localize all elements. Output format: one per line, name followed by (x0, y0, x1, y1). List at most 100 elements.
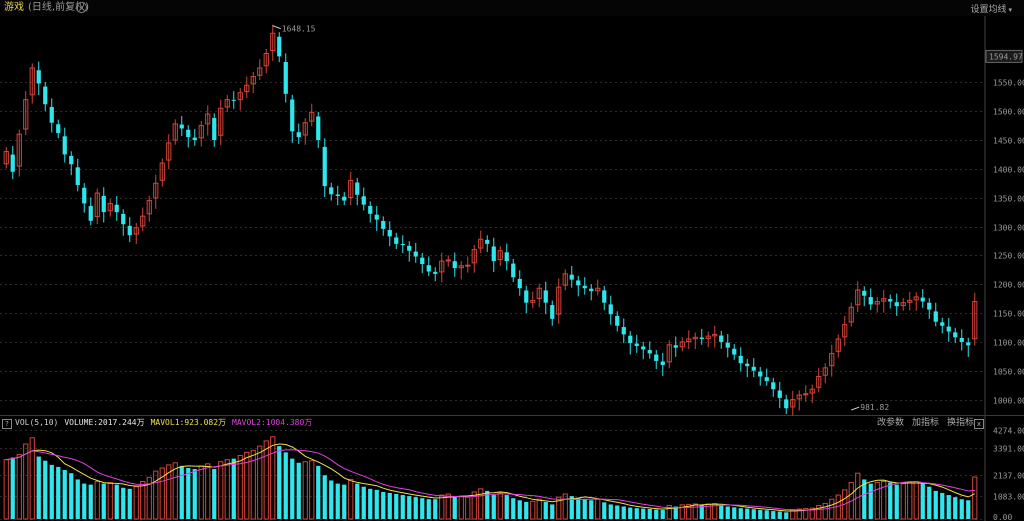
candle-down (628, 335, 633, 344)
volume-bar-up (445, 493, 451, 520)
price-tick-label: 1000.00 (993, 397, 1024, 406)
candle-up (309, 111, 315, 122)
volume-bar-up (679, 504, 685, 520)
candle-down (329, 187, 334, 195)
candle-down (114, 204, 119, 213)
volume-bar-down (933, 490, 938, 519)
settings-ma-button[interactable]: 设置均线 ▾ (970, 2, 1012, 15)
candle-down (381, 220, 386, 229)
last-price-box (985, 49, 1023, 63)
candle-up (536, 287, 542, 300)
volume-bar-down (699, 504, 704, 519)
switch-indicator-button[interactable]: 换指标 (946, 418, 974, 428)
candle-down (725, 342, 730, 348)
price-tick-label: 1050.00 (993, 368, 1024, 377)
volume-bar-down (673, 506, 678, 519)
volume-bar-down (394, 494, 399, 519)
volume-bar-down (10, 457, 15, 519)
candle-down (699, 337, 704, 340)
volume-bar-up (686, 503, 692, 520)
volume-bar-down (738, 508, 743, 519)
candle-down (43, 86, 48, 105)
volume-bar-down (231, 458, 236, 519)
candle-up (94, 192, 100, 218)
candle-up (712, 333, 718, 337)
candle-up (445, 259, 451, 262)
candle-up (881, 298, 887, 302)
candle-down (777, 390, 782, 398)
volume-bar-down (49, 464, 54, 519)
volume-bar-down (420, 498, 425, 519)
volume-bar-down (764, 510, 769, 519)
volume-bar-down (407, 496, 412, 519)
volume-bar-down (550, 504, 555, 519)
volume-bar-up (237, 454, 243, 520)
close-icon[interactable]: x (974, 419, 984, 429)
candle-up (146, 200, 152, 215)
candle-up (270, 32, 276, 51)
price-tick-label: 1450.00 (993, 137, 1024, 146)
candle-up (822, 367, 828, 376)
candle-down (62, 136, 67, 155)
candle-down (927, 302, 932, 310)
volume-bar-down (608, 504, 613, 519)
volume-bar-down (745, 508, 750, 519)
volume-bar-down (192, 469, 197, 519)
volume-bar-up (29, 437, 35, 520)
volume-bar-up (478, 488, 484, 520)
candle-up (848, 306, 854, 323)
candle-down (888, 299, 893, 302)
volume-bar-up (172, 462, 178, 520)
help-icon[interactable]: ? (2, 419, 12, 429)
candle-up (705, 335, 711, 340)
edit-params-button[interactable]: 改参数 (876, 418, 904, 428)
vol-label: VOL(5,10) (15, 418, 59, 427)
volume-bar-up (348, 478, 354, 520)
volume-bar-down (894, 484, 899, 519)
annotation-label: 1648.15 (282, 25, 316, 34)
gear-icon[interactable] (76, 2, 87, 13)
volume-tick-label: 3391.00 (993, 445, 1024, 454)
volume-bar-down (628, 507, 633, 519)
candle-down (517, 278, 522, 289)
volume-bar-down (504, 495, 509, 519)
volume-bar-up (848, 482, 854, 520)
candle-up (29, 67, 35, 96)
volume-bar-down (862, 479, 867, 519)
candle-down (940, 322, 945, 326)
volume-bar-down (355, 483, 360, 519)
period-label: (日线,前复权) (28, 2, 89, 13)
candle-down (524, 290, 529, 303)
volume-bar-up (907, 482, 913, 520)
volume-bar-down (335, 483, 340, 519)
candle-up (205, 113, 211, 125)
candle-down (485, 239, 490, 244)
settings-ma-label: 设置均线 (970, 5, 1007, 15)
price-tick-label: 1250.00 (993, 252, 1024, 261)
caret-down-icon: ▾ (1008, 6, 1012, 14)
volume-bar-down (758, 509, 763, 519)
candle-up (829, 352, 835, 367)
volume-bar-up (166, 464, 172, 520)
volume-bar-up (218, 461, 224, 520)
volume-bar-down (953, 497, 958, 519)
last-price-label: 1594.97 (989, 52, 1023, 61)
volume-bar-down (946, 495, 951, 519)
candle-up (439, 260, 445, 273)
volume-bar-down (621, 506, 626, 519)
candle-up (478, 238, 484, 249)
candle-up (471, 249, 477, 264)
candle-down (179, 124, 184, 129)
candle-down (738, 355, 743, 364)
candle-up (497, 250, 503, 261)
volume-bar-down (43, 460, 48, 519)
volume-bar-down (316, 465, 321, 519)
candle-down (433, 271, 438, 274)
volume-bar-down (966, 500, 971, 519)
add-indicator-button[interactable]: 加指标 (911, 418, 939, 428)
candle-down (75, 167, 80, 186)
volume-bar-down (491, 495, 496, 519)
candle-down (862, 290, 867, 296)
candle-down (491, 246, 496, 262)
